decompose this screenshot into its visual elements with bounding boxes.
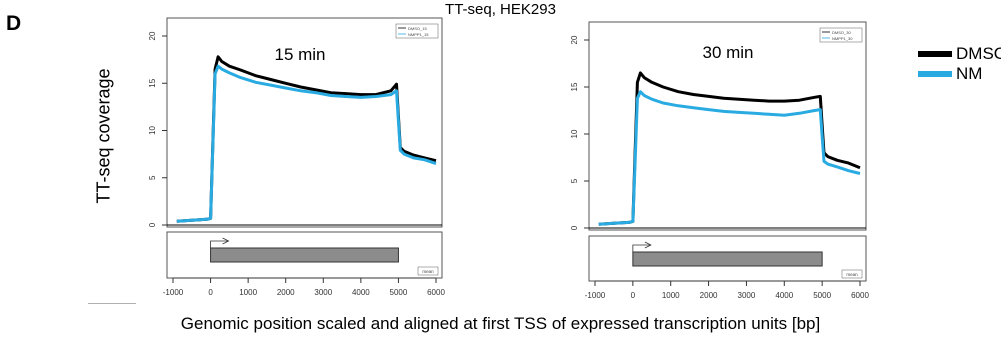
y-tick-label: 15 [148, 78, 157, 87]
x-tick-label: -1000 [163, 288, 184, 297]
gene-body-bar [210, 247, 399, 263]
tss-arrow-head [644, 241, 652, 249]
y-tick-label: 15 [570, 82, 579, 91]
x-tick-label: 6000 [851, 291, 869, 300]
legend-label-dmso: DMSO [956, 44, 1001, 63]
y-tick-label: 20 [570, 35, 579, 44]
x-tick-label: 5000 [390, 288, 408, 297]
legend-swatch-nm [918, 71, 952, 77]
panel-label: 15 min [274, 45, 325, 64]
inset-legend-label: DMSO_15 [408, 26, 427, 31]
inset-legend-box [395, 23, 439, 39]
plot-frame [588, 21, 867, 231]
inset-legend-label: NMPP1_30 [832, 36, 853, 41]
x-tick-label: 2000 [700, 291, 718, 300]
x-tick-label: 1000 [239, 288, 257, 297]
plot-frame [166, 17, 443, 228]
y-tick-label: 20 [148, 31, 157, 40]
x-tick-label: 5000 [813, 291, 831, 300]
y-tick-label: 10 [570, 129, 579, 138]
divider-line [88, 303, 136, 304]
y-tick-label: 0 [570, 225, 579, 230]
legend-label-nm: NM [956, 64, 983, 83]
gene-body-bar [632, 251, 823, 267]
panel-label: 30 min [702, 43, 753, 62]
x-tick-label: 6000 [427, 288, 445, 297]
y-tick-label: 5 [570, 178, 579, 183]
x-tick-label: 4000 [352, 288, 370, 297]
legend-item-nm: NM [918, 64, 982, 84]
x-tick-label: 4000 [775, 291, 793, 300]
legend-swatch-dmso [918, 51, 952, 57]
inset-legend-label: NMPP1_15 [408, 32, 429, 37]
gene-model-legend-label: mean [846, 272, 858, 277]
inset-legend-box [819, 27, 863, 43]
tss-arrow [210, 240, 229, 248]
x-tick-label: -1000 [585, 291, 606, 300]
panel-letter: D [6, 12, 22, 35]
x-tick-label: 3000 [314, 288, 332, 297]
gene-model-legend-box [841, 269, 863, 279]
series-line-nm [598, 90, 861, 226]
tss-arrow-head [222, 237, 230, 245]
legend-item-dmso: DMSO [918, 44, 1001, 64]
x-tick-label: 0 [631, 291, 636, 300]
x-tick-label: 3000 [738, 291, 756, 300]
y-tick-label: 5 [148, 175, 157, 180]
figure-title: TT-seq, HEK293 [445, 1, 556, 18]
x-tick-label: 2000 [277, 288, 295, 297]
y-tick-label: 10 [148, 126, 157, 135]
series-line-nm [176, 64, 437, 223]
inset-legend-label: DMSO_30 [832, 30, 851, 35]
x-tick-label: 0 [208, 288, 213, 297]
gene-model-legend-label: mean [422, 269, 434, 274]
x-axis-title: Genomic position scaled and aligned at f… [180, 314, 821, 333]
y-tick-label: 0 [148, 222, 157, 227]
gene-model-legend-box [417, 266, 439, 276]
x-tick-label: 1000 [662, 291, 680, 300]
tss-arrow [632, 244, 651, 252]
